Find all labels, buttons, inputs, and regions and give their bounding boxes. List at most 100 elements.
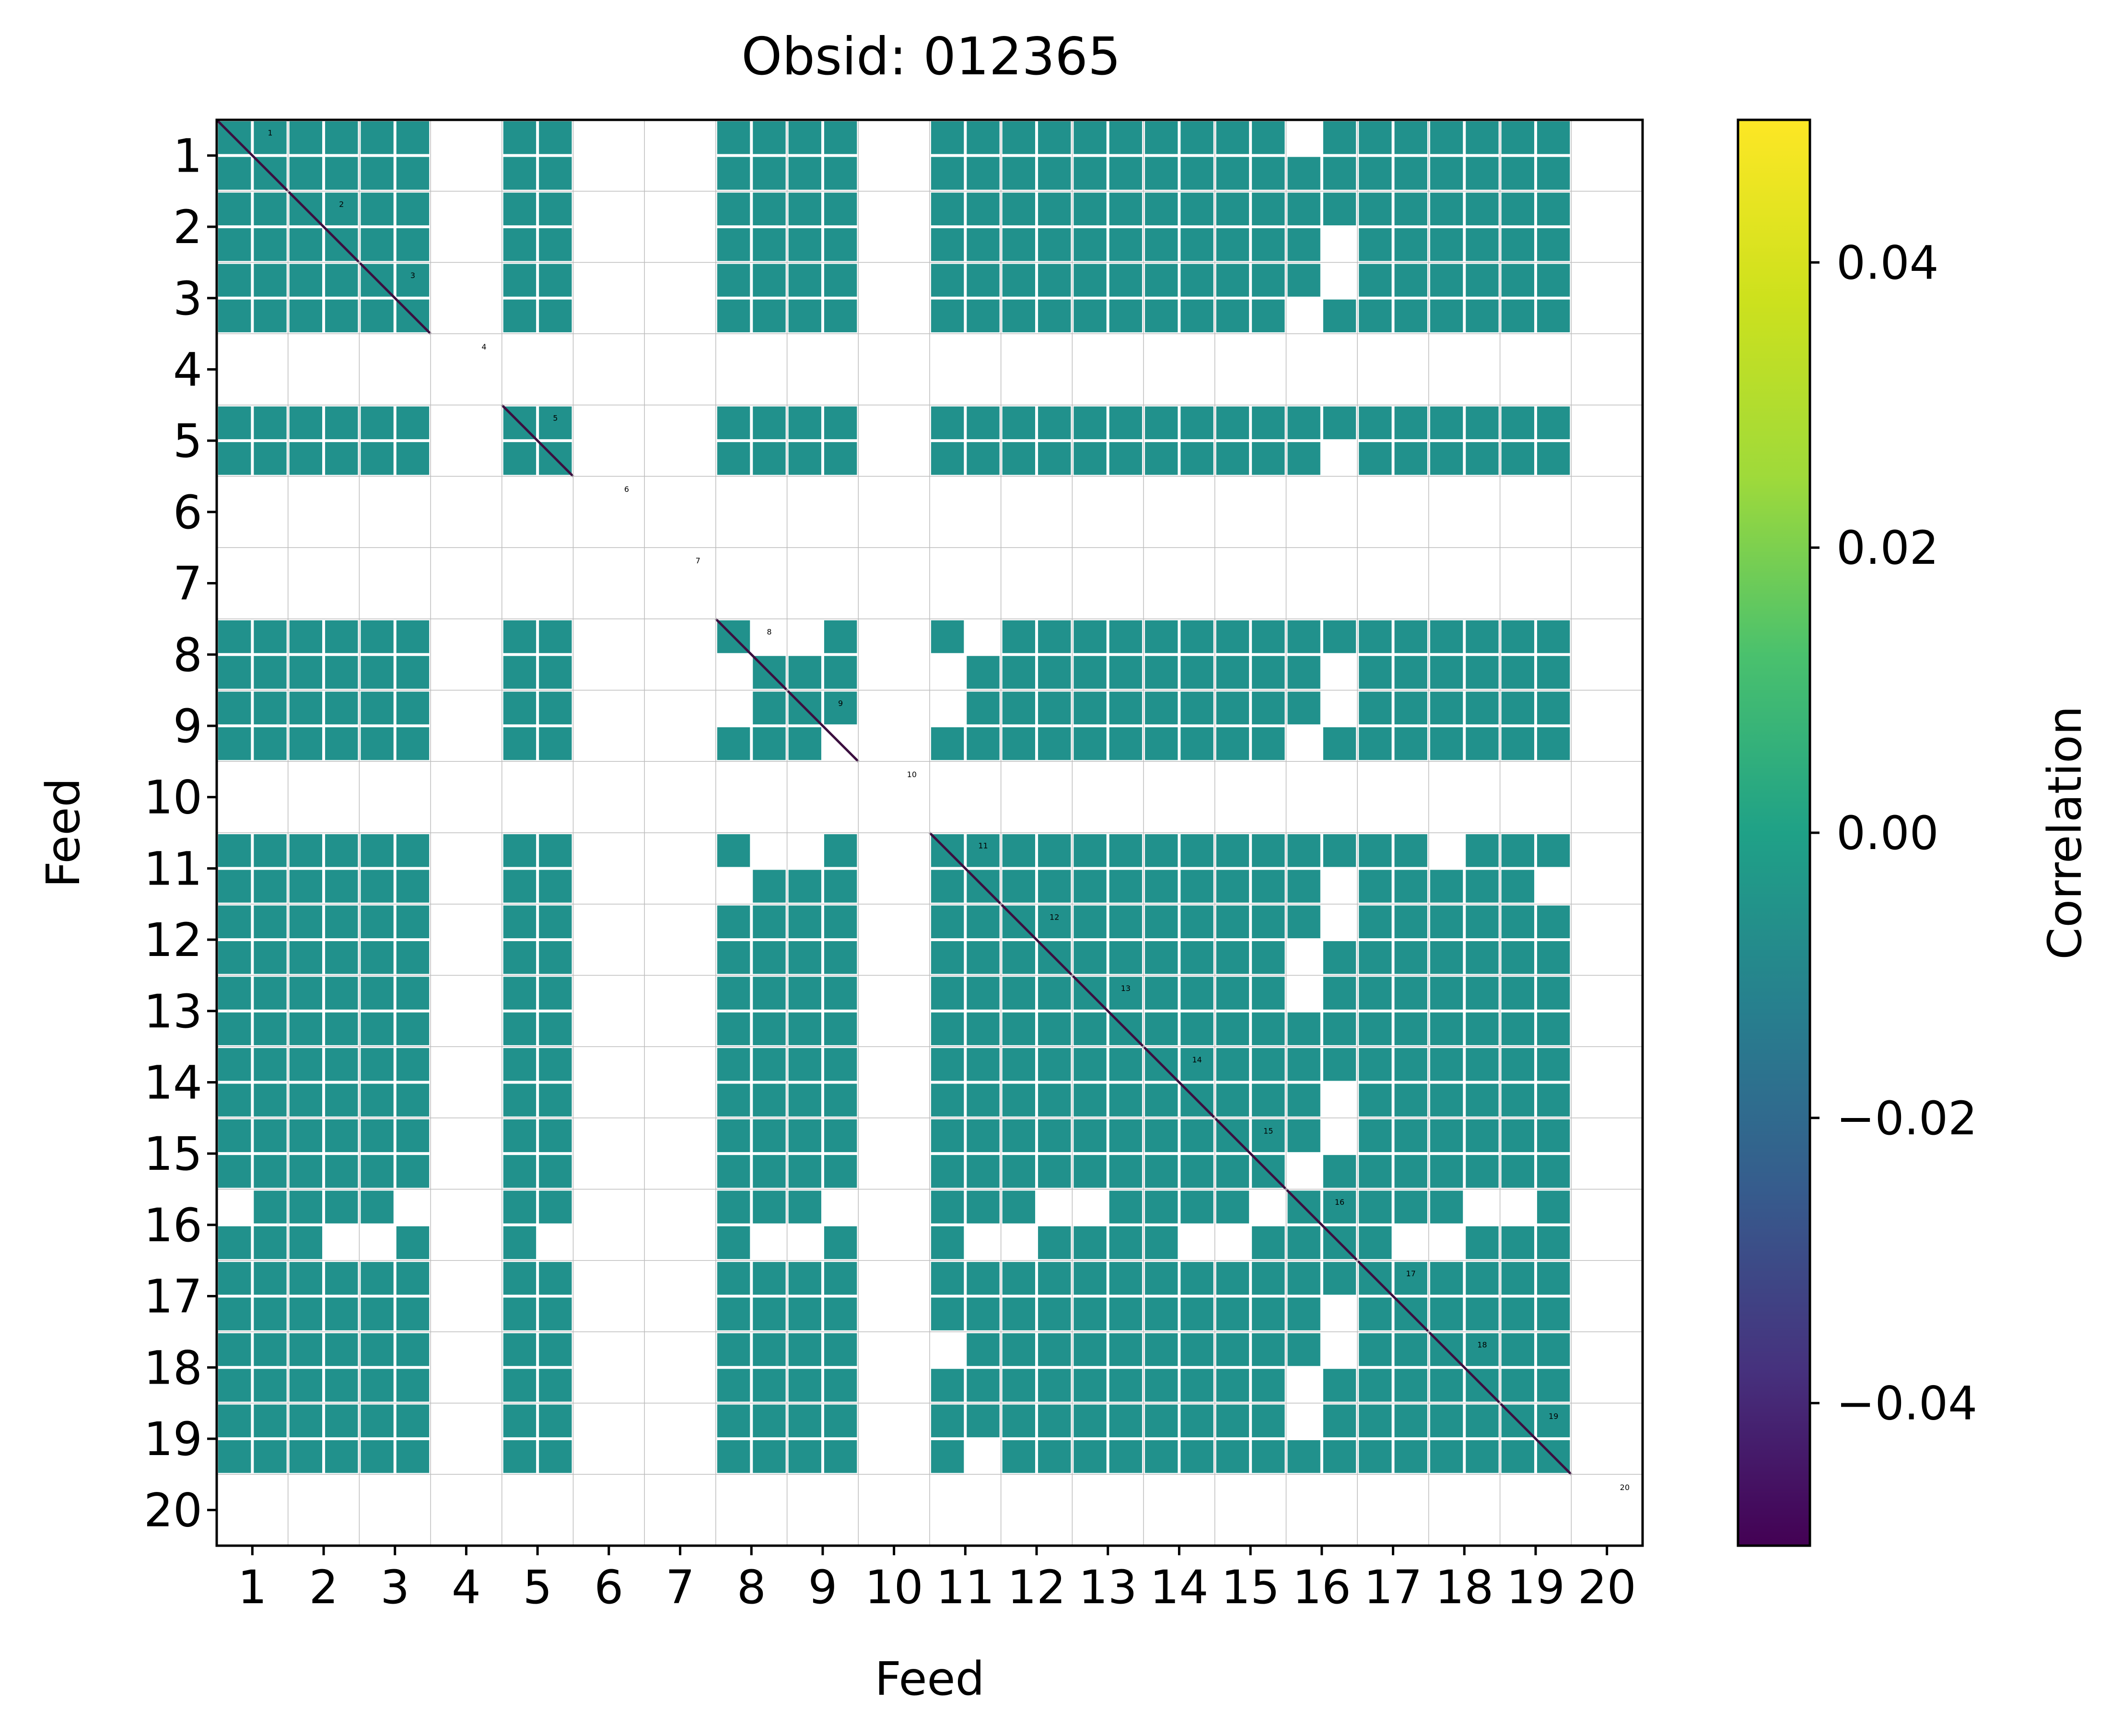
sideband-block <box>1537 1226 1570 1259</box>
heatmap-cell <box>1145 1262 1213 1330</box>
diagonal-segment <box>501 404 574 478</box>
sideband-block <box>1323 727 1356 760</box>
sideband-block <box>753 228 786 261</box>
sideband-block <box>1109 1297 1143 1330</box>
x-tick-label: 12 <box>1007 1561 1066 1614</box>
sideband-block <box>218 1297 251 1330</box>
sideband-block <box>1002 727 1036 760</box>
sideband-block <box>1430 1012 1463 1046</box>
diagonal-segment <box>1285 1188 1358 1261</box>
heatmap-cell <box>931 1404 1000 1473</box>
sideband-block <box>824 941 857 974</box>
sideband-block <box>361 1440 394 1473</box>
sideband-block <box>1394 620 1427 653</box>
heatmap-cell <box>1430 834 1499 903</box>
sideband-block <box>1323 1190 1356 1223</box>
sideband-block <box>1216 1404 1249 1437</box>
heatmap-cell <box>788 1048 857 1117</box>
diagonal-segment <box>1499 1402 1573 1476</box>
heatmap-cell <box>788 1404 857 1473</box>
heatmap-cell <box>218 834 287 903</box>
sideband-block <box>1038 228 1071 261</box>
sideband-block <box>1359 121 1392 154</box>
heatmap-cell <box>1145 1119 1213 1188</box>
heatmap-cell <box>1002 1333 1071 1402</box>
sideband-block <box>1038 691 1071 724</box>
sideband-block <box>503 727 536 760</box>
sideband-block <box>931 121 964 154</box>
heatmap-cell <box>361 620 430 689</box>
sideband-block <box>1109 727 1143 760</box>
sideband-block <box>503 1190 536 1223</box>
sideband-block <box>1287 1119 1320 1153</box>
sideband-block <box>1073 264 1107 297</box>
x-tick-label: 6 <box>594 1561 623 1614</box>
sideband-block <box>1073 1440 1107 1473</box>
sideband-block <box>1430 870 1463 903</box>
sideband-block <box>1216 1048 1249 1081</box>
sideband-block <box>717 1012 750 1046</box>
sideband-block <box>967 941 1000 974</box>
sideband-block <box>717 1440 750 1473</box>
heatmap-cell <box>1145 406 1213 475</box>
sideband-block <box>1323 1262 1356 1295</box>
sideband-block <box>967 1012 1000 1046</box>
sideband-block <box>539 228 572 261</box>
sideband-block <box>503 1119 536 1153</box>
heatmap-cell <box>503 1190 572 1259</box>
heatmap-cell <box>1145 1190 1213 1259</box>
sideband-block <box>325 264 358 297</box>
sideband-block <box>1394 1190 1427 1223</box>
diagonal-feed-label: 9 <box>838 699 843 708</box>
y-tick-label: 8 <box>173 628 202 682</box>
sideband-block <box>1394 1012 1427 1046</box>
heatmap-cell <box>788 1333 857 1402</box>
y-tick-label: 11 <box>144 842 202 896</box>
heatmap-cell <box>1216 1404 1285 1473</box>
heatmap-cell <box>1287 406 1356 475</box>
sideband-block <box>254 620 287 653</box>
sideband-block <box>824 1084 857 1117</box>
sideband-block <box>1073 727 1107 760</box>
sideband-block <box>1180 1190 1213 1223</box>
heatmap-cell <box>1501 192 1570 261</box>
sideband-block <box>1394 977 1427 1010</box>
sideband-block <box>1109 1084 1143 1117</box>
heatmap-cell <box>1073 691 1143 760</box>
sideband-block <box>717 1226 750 1259</box>
heatmap-cell <box>1501 121 1570 190</box>
sideband-block <box>325 727 358 760</box>
sideband-block <box>539 1404 572 1437</box>
sideband-block <box>788 941 821 974</box>
colorbar-label: Correlation <box>2038 706 2092 959</box>
heatmap-cell <box>1002 264 1071 333</box>
sideband-block <box>361 1190 394 1223</box>
sideband-block <box>361 656 394 689</box>
sideband-block <box>1430 691 1463 724</box>
sideband-block <box>1109 656 1143 689</box>
sideband-block <box>1252 1012 1285 1046</box>
sideband-block <box>967 1297 1000 1330</box>
heatmap-cell <box>717 834 786 903</box>
sideband-block <box>1466 1048 1499 1081</box>
sideband-block <box>788 977 821 1010</box>
heatmap-cell <box>931 121 1000 190</box>
x-tick-label: 15 <box>1221 1561 1280 1614</box>
sideband-block <box>1430 1119 1463 1153</box>
x-tick-label: 13 <box>1079 1561 1137 1614</box>
y-tick-label: 7 <box>173 557 202 611</box>
sideband-block <box>788 264 821 297</box>
heatmap-cell <box>1287 192 1356 261</box>
sideband-block <box>1145 870 1178 903</box>
sideband-block <box>788 1190 821 1223</box>
sideband-block <box>753 727 786 760</box>
sideband-block <box>1287 1012 1320 1046</box>
sideband-block <box>539 691 572 724</box>
diagonal-segment <box>216 119 289 192</box>
sideband-block <box>396 1084 430 1117</box>
heatmap-cell <box>1359 905 1427 974</box>
sideband-block <box>1252 977 1285 1010</box>
y-tick-label: 18 <box>144 1341 202 1395</box>
